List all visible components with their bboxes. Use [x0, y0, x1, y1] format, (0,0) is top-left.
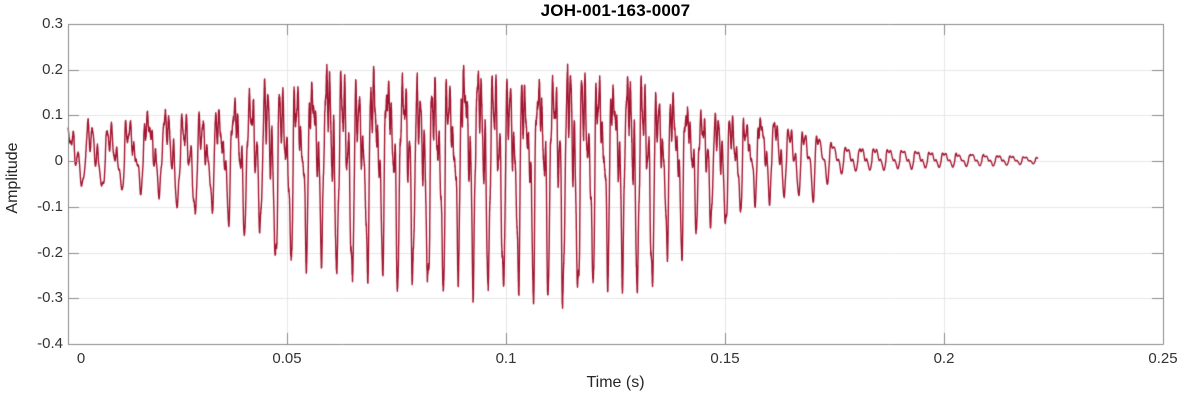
y-tick-label: 0.2: [42, 60, 63, 78]
x-tick-label: 0.25: [1148, 350, 1178, 367]
y-tick-label: -0.2: [37, 243, 63, 261]
y-tick-label: -0.4: [37, 335, 63, 352]
y-tick-label: 0.3: [42, 15, 63, 32]
x-tick-label: 0.05: [272, 350, 302, 367]
x-axis-label: Time (s): [586, 374, 645, 391]
x-tick-label: 0: [76, 350, 86, 367]
x-tick-label: 0.15: [710, 350, 740, 367]
x-tick-label: 0.2: [933, 350, 955, 367]
y-tick-label: 0: [54, 152, 63, 170]
y-tick-label: 0.1: [42, 106, 63, 124]
y-tick-label: -0.3: [37, 289, 63, 307]
y-tick-label: -0.1: [37, 197, 63, 215]
chart-title: JOH-001-163-0007: [540, 1, 691, 20]
x-tick-label: 0.1: [495, 350, 517, 367]
